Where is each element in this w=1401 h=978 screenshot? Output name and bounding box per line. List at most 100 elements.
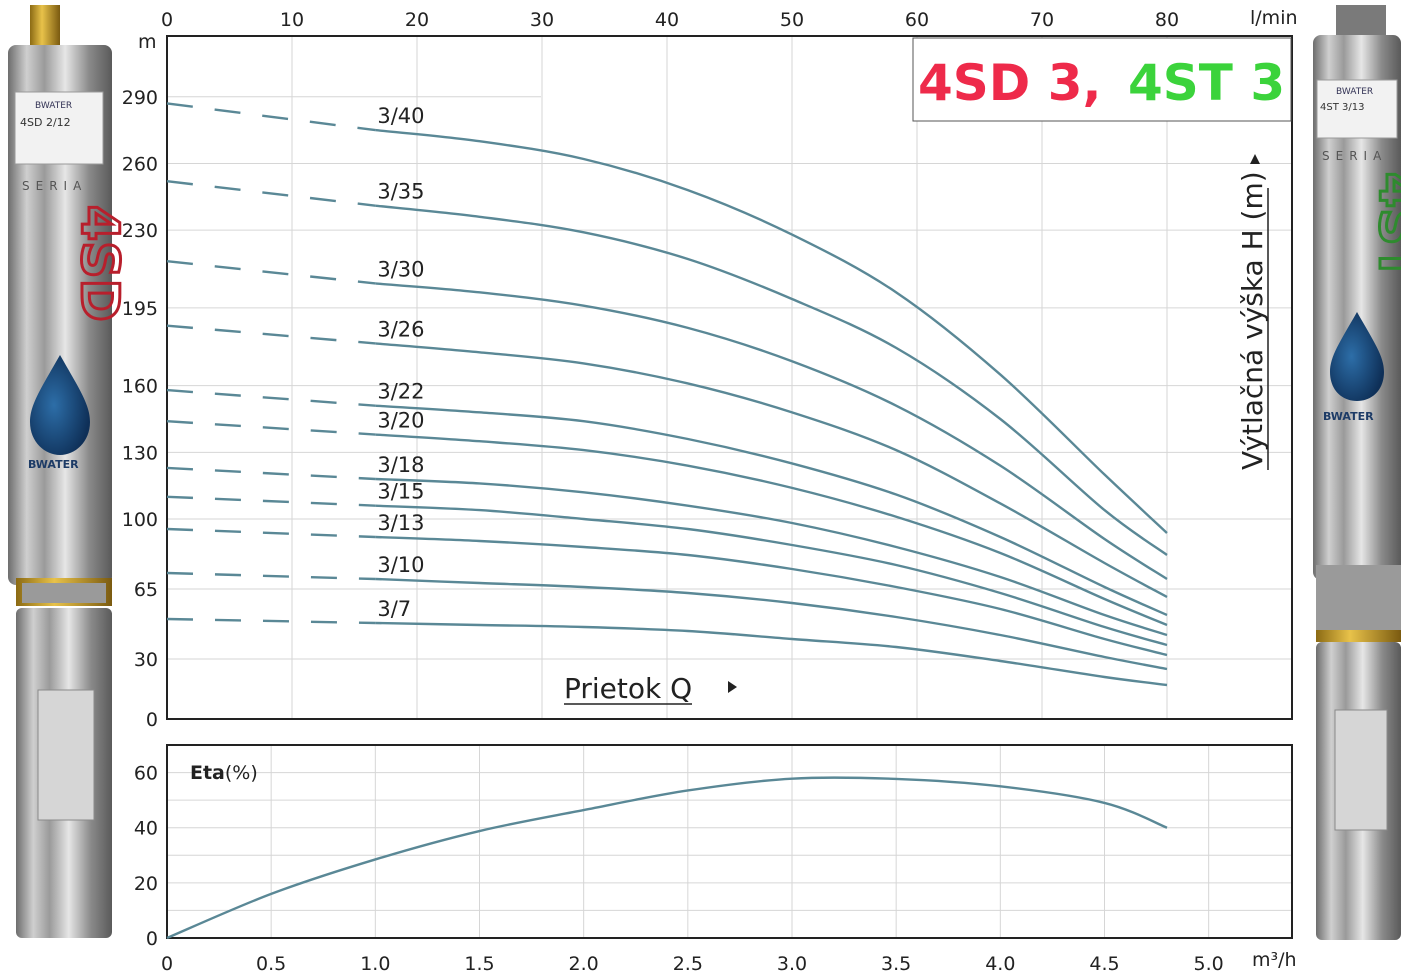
curve-dashed-segment <box>166 495 376 507</box>
y-tick-label: 130 <box>122 442 158 464</box>
pump-right-motor-label <box>1334 709 1388 831</box>
curve-dashed-segment <box>166 420 376 436</box>
x-unit-bottom: m³/h <box>1252 949 1297 971</box>
curve-label: 3/13 <box>377 511 424 535</box>
curve-label: 3/7 <box>377 597 411 621</box>
curve-label: 3/20 <box>377 409 424 433</box>
eta-chart-curve <box>166 776 1168 940</box>
y-tick-label: 195 <box>122 298 158 320</box>
x-tick-top-label: 20 <box>405 9 429 31</box>
curve-label: 3/10 <box>377 553 424 577</box>
curve-dashed-segment <box>166 388 376 407</box>
title-model-4st: 4ST 3 <box>1128 54 1285 112</box>
x-tick-bottom-label: 0 <box>161 953 173 974</box>
y-tick-label: 30 <box>134 649 158 671</box>
pump-left-intake <box>22 583 106 603</box>
curve-3-40 <box>375 128 1168 534</box>
eta-chart-x-ticks: 0 0.5 1.0 1.5 2.0 2.5 3.0 3.5 4.0 4.5 5.0 <box>161 953 1224 975</box>
head-chart-curves <box>166 102 1168 687</box>
x-tick-top-label: 50 <box>780 9 804 31</box>
x-tick-top-label: 10 <box>280 9 304 31</box>
y-axis-arrow-icon <box>1250 154 1260 164</box>
pump-right-logo-brand: BWATER <box>1323 410 1374 423</box>
y-tick-label: 290 <box>122 87 158 109</box>
curve-dashed-segment <box>166 617 376 625</box>
curve-3-15 <box>375 504 1168 647</box>
x-tick-bottom-label: 2.0 <box>569 953 599 974</box>
y-tick-label: 160 <box>122 376 158 398</box>
pump-left-motor-label <box>37 689 95 821</box>
y-tick-label: 65 <box>134 579 158 601</box>
curve-3-22 <box>375 404 1168 617</box>
y-tick-label: 100 <box>122 509 158 531</box>
pump-right-image: BWATER 4ST 3/13 SERIA 4ST BWATER <box>1313 5 1401 940</box>
curve-label: 3/30 <box>377 257 424 281</box>
curve-3-18 <box>375 477 1168 637</box>
curve-3-13 <box>375 535 1168 657</box>
y-axis-caption-text: Výtlačná výška H (m) <box>1236 171 1269 470</box>
eta-label: Eta(%) <box>190 762 258 784</box>
y-tick-label: 230 <box>122 220 158 242</box>
y-tick-label: 0 <box>146 709 158 731</box>
x-tick-bottom-label: 0.5 <box>256 953 286 974</box>
curve-dashed-segment <box>166 260 376 285</box>
pump-right-label-plate <box>1316 79 1398 139</box>
x-tick-bottom-label: 2.5 <box>673 953 703 974</box>
eta-label-unit: (%) <box>225 762 258 784</box>
eta-y-tick-label: 40 <box>134 818 158 840</box>
eta-curve-line <box>166 776 1168 940</box>
x-tick-top-label: 80 <box>1155 9 1179 31</box>
x-tick-top-label: 0 <box>161 9 173 31</box>
x-tick-bottom-label: 5.0 <box>1194 953 1224 974</box>
curve-dashed-segment <box>166 180 376 207</box>
curve-3-26 <box>375 342 1168 599</box>
eta-y-tick-label: 0 <box>146 928 158 950</box>
pump-right-plate-brand: BWATER <box>1336 87 1373 97</box>
pump-left-body <box>8 45 112 585</box>
pump-right-outlet <box>1336 5 1386 35</box>
curve-label: 3/26 <box>377 317 424 341</box>
y-tick-label: 260 <box>122 153 158 175</box>
x-tick-bottom-label: 4.0 <box>985 953 1015 974</box>
x-axis-arrow-icon <box>728 681 737 693</box>
x-tick-bottom-label: 1.0 <box>360 953 390 974</box>
head-chart-grid <box>167 36 1292 719</box>
pump-left-drop-logo <box>30 355 90 455</box>
pump-right-plate-model: 4ST 3/13 <box>1320 102 1364 113</box>
x-tick-top-label: 70 <box>1030 9 1054 31</box>
head-chart-y-ticks: 0 30 65 100 130 160 195 230 260 290 <box>122 87 158 731</box>
eta-chart-frame <box>166 744 1293 939</box>
eta-chart-grid <box>167 745 1292 938</box>
pump-right-body <box>1313 35 1401 580</box>
curve-dashed-segment <box>166 102 376 132</box>
x-axis-caption: Prietok Q <box>564 672 692 705</box>
pump-left-logo-brand: BWATER <box>28 458 79 471</box>
pump-left-plate-brand: BWATER <box>35 101 72 111</box>
head-chart-x-ticks: 0 10 20 30 40 50 60 70 80 <box>161 9 1179 31</box>
curve-3-30 <box>375 282 1168 581</box>
curve-3-20 <box>375 433 1168 627</box>
curve-dashed-segment <box>166 466 376 481</box>
pump-right-drop-logo <box>1330 312 1384 401</box>
curve-label: 3/18 <box>377 453 424 477</box>
curve-3-10 <box>375 577 1168 671</box>
pump-right-intake <box>1316 565 1401 635</box>
curve-label: 3/22 <box>377 380 424 404</box>
pump-left-series-text: SERIA <box>22 179 87 193</box>
curve-3-7 <box>375 621 1168 687</box>
curve-dashed-segment <box>166 571 376 581</box>
x-tick-bottom-label: 4.5 <box>1089 953 1119 974</box>
eta-y-tick-label: 20 <box>134 873 158 895</box>
title-box <box>912 37 1292 122</box>
pump-left-outlet <box>30 5 60 45</box>
pump-left-label-plate <box>14 91 104 165</box>
eta-y-tick-label: 60 <box>134 763 158 785</box>
curve-dashed-segment <box>166 527 376 539</box>
pump-left-plate-model: 4SD 2/12 <box>20 116 71 129</box>
curve-label: 3/40 <box>377 104 424 128</box>
curve-label: 3/15 <box>377 480 424 504</box>
x-tick-top-label: 60 <box>905 9 929 31</box>
curve-label: 3/35 <box>377 180 424 204</box>
